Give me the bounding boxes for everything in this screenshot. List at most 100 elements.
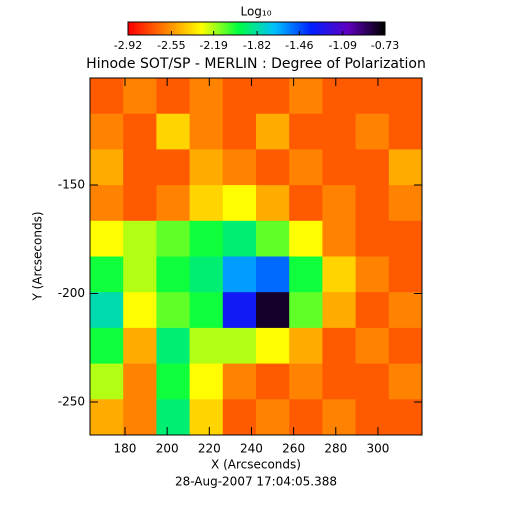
heatmap-cell [222,363,257,400]
heatmap-cell [123,220,157,257]
colorbar-segment [364,22,368,35]
heatmap-cell [156,78,191,115]
colorbar-segment [178,22,181,35]
colorbar-segment [220,22,223,35]
colorbar-segment [212,22,215,35]
colorbar-segment [246,22,249,35]
colorbar-segment [332,22,336,35]
colorbar-segment [366,22,370,35]
colorbar-segment [214,22,217,35]
colorbar-segment [156,22,159,35]
colorbar-segment [256,22,260,35]
colorbar-segment [272,22,276,35]
heatmap-cell [156,292,191,329]
colorbar-segment [136,22,139,35]
heatmap-cell [322,149,357,186]
colorbar-segment [344,22,348,35]
colorbar-segment [134,22,137,35]
heatmap-cell [256,149,290,186]
colorbar-segment [204,22,207,35]
heatmap-cell [189,363,224,400]
heatmap-cell [222,78,257,115]
heatmap-cell [322,185,357,222]
heatmap-cell [256,363,290,400]
colorbar-segment [354,22,358,35]
colorbar-segment [318,22,322,35]
colorbar-segment [268,22,272,35]
colorbar-segment [184,22,187,35]
heatmap-cell [388,399,423,436]
heatmap-cell [355,327,390,365]
colorbar-segment [326,22,330,35]
colorbar-segment [200,22,203,35]
heatmap-cell [123,149,157,186]
colorbar-segment [346,22,350,35]
x-tick-label: 180 [114,442,137,456]
colorbar-segment [226,22,229,35]
colorbar-tick-label: -2.55 [157,39,185,52]
colorbar-segment [224,22,227,35]
colorbar-segment [348,22,352,35]
colorbar-segment [206,22,209,35]
colorbar-segment [328,22,332,35]
colorbar-segment [182,22,185,35]
colorbar-segment [302,22,306,35]
colorbar-segment [308,22,312,35]
heatmap-cell [322,113,357,150]
heatmap-cell [256,78,290,115]
heatmap-cell [123,256,157,293]
colorbar-segment [270,22,274,35]
colorbar-segment [148,22,151,35]
colorbar-tick-label: -2.19 [199,39,227,52]
colorbar-segment [180,22,183,35]
colorbar-segment [274,22,278,35]
colorbar-segment [166,22,169,35]
colorbar-segment [284,22,288,35]
heatmap-cell [322,292,357,329]
heatmap-cell [355,292,390,329]
heatmap-cell [90,256,124,293]
heatmap-cell [156,185,191,222]
x-tick-label: 240 [240,442,263,456]
colorbar-segment [294,22,298,35]
heatmap-cell [355,185,390,222]
heatmap-cell [189,78,224,115]
colorbar-segment [320,22,324,35]
colorbar-segment [298,22,302,35]
colorbar-segment [382,22,386,35]
colorbar-segment [196,22,199,35]
heatmap-cell [388,292,423,329]
heatmap-cell [90,185,124,222]
colorbar-segment [304,22,308,35]
heatmap-cell [322,220,357,257]
heatmap-cell [222,185,257,222]
heatmap-cell [388,256,423,293]
heatmap-cell [289,78,323,115]
colorbar-segment [128,22,131,35]
colorbar-segment [290,22,294,35]
heatmap-cell [189,256,224,293]
colorbar-segment [368,22,372,35]
colorbar-segment [238,22,241,35]
colorbar-segment [250,22,253,35]
colorbar-segment [360,22,364,35]
heatmap-cell [289,363,323,400]
heatmap-cell [90,399,124,436]
colorbar-segment [190,22,193,35]
colorbar-segment [324,22,328,35]
heatmap-cell [322,363,357,400]
footer-date: 28-Aug-2007 17:04:05.388 [175,475,337,489]
colorbar-segment [152,22,155,35]
colorbar-segment [288,22,292,35]
heatmap-cell [222,256,257,293]
heatmap-cell [256,220,290,257]
colorbar-segment [260,22,264,35]
colorbar-segment [236,22,239,35]
heatmap-cell [355,113,390,150]
colorbar-segment [314,22,318,35]
heatmap-cell [123,399,157,436]
colorbar-segment [352,22,356,35]
colorbar-tick-label: -1.46 [285,39,313,52]
y-tick-label: -200 [58,286,85,300]
heatmap-cell [222,327,257,365]
